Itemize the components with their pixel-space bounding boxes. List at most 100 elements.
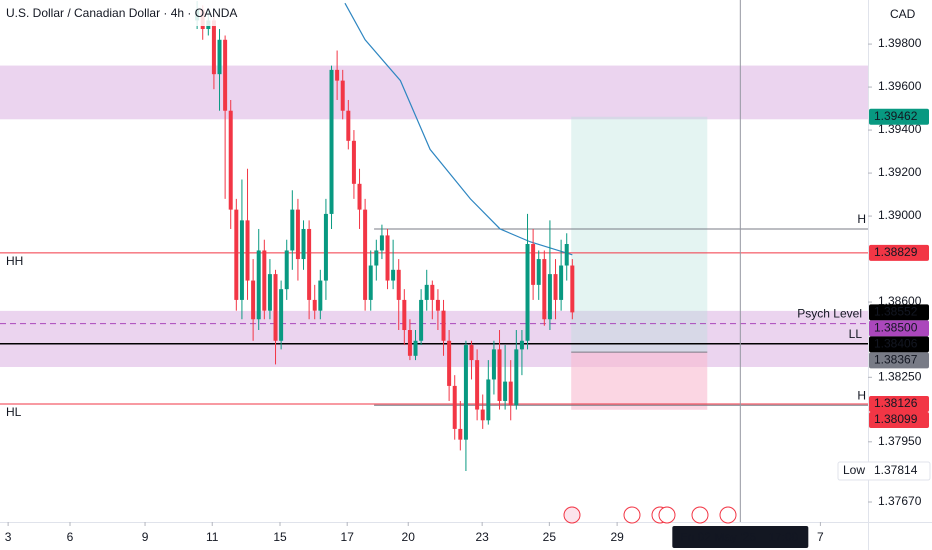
y-tick-label: 1.37670 (878, 494, 922, 508)
candle-body (279, 289, 284, 341)
candle-body (447, 340, 452, 386)
x-tick-label: 6 (67, 530, 74, 544)
candle-body (368, 265, 373, 300)
zone (0, 65, 868, 120)
event-icon[interactable] (563, 506, 581, 524)
candle-body (491, 349, 496, 380)
candle-body (284, 250, 289, 290)
candle-body (228, 110, 233, 210)
candle-body (251, 280, 256, 320)
candle-body (239, 220, 244, 300)
event-icon[interactable] (658, 506, 676, 524)
price-tag-label: 1.38406 (874, 337, 918, 351)
candle-body (223, 39, 228, 111)
candle-body (564, 244, 569, 266)
title-backdrop (0, 0, 300, 26)
price-tag (869, 336, 929, 353)
price-tag-label: 1.38126 (874, 396, 918, 410)
x-tick-label: 29 (610, 530, 624, 544)
event-icon[interactable] (623, 506, 641, 524)
price-tag (869, 411, 929, 428)
level-label: HL (6, 405, 22, 419)
candle-body (531, 244, 536, 285)
price-tag (869, 320, 929, 337)
moving-average (344, 2, 573, 256)
price-tag-label: 1.38500 (874, 321, 918, 335)
zone (0, 310, 868, 367)
x-tick-label: 11 (206, 530, 219, 544)
candle-body (318, 280, 323, 311)
low-label: Low (843, 463, 865, 477)
price-tag-label: 1.39462 (874, 109, 918, 123)
price-tag (869, 304, 929, 321)
candle-body (211, 20, 216, 75)
candle-body (430, 284, 435, 300)
candle-body (542, 259, 547, 320)
candle-body (234, 209, 239, 300)
candle-body (441, 310, 446, 341)
candle-body (514, 349, 519, 406)
candle-body (217, 39, 222, 75)
x-tick-label: 3 (5, 530, 12, 544)
candle-body (267, 274, 272, 311)
candle-body (329, 69, 334, 214)
price-tag (869, 108, 929, 125)
crosshair-label-box (672, 526, 809, 548)
currency-label: CAD (890, 7, 916, 21)
candle-body (413, 340, 418, 356)
swing-label: H (857, 388, 866, 402)
x-tick-label: 23 (475, 530, 489, 544)
price-tag (869, 395, 929, 412)
candle-body (419, 299, 424, 341)
x-tick-label: 9 (142, 530, 149, 544)
candle-body (559, 265, 564, 300)
swing-label: H (857, 212, 866, 226)
x-tick-label: 25 (543, 530, 557, 544)
candle-body (374, 250, 379, 266)
price-tag (869, 352, 929, 369)
chart-title: U.S. Dollar / Canadian Dollar · 4h · OAN… (6, 6, 237, 20)
candle-body (553, 274, 558, 300)
candle-body (391, 269, 396, 281)
price-tag-label: 1.38099 (874, 412, 918, 426)
candle-body (480, 409, 485, 421)
candle-body (458, 428, 463, 440)
candle-body (396, 269, 401, 300)
profit-zone (571, 116, 708, 353)
candle-body (245, 220, 250, 281)
price-tag (869, 244, 929, 261)
low-value: 1.37814 (874, 463, 918, 477)
candle-body (363, 209, 368, 300)
candle-body (536, 259, 541, 285)
loss-zone (571, 352, 708, 410)
candle-body (307, 228, 312, 300)
candle-body (570, 265, 575, 313)
candle-body (503, 381, 508, 401)
candle-body (335, 69, 340, 81)
x-tick-label: 17 (341, 530, 355, 544)
candle-body (508, 381, 513, 406)
low-box (837, 461, 931, 481)
candle-body (497, 349, 502, 401)
candle-body (385, 235, 390, 281)
event-icon[interactable] (691, 506, 709, 524)
event-icons (563, 506, 737, 524)
event-icon[interactable] (719, 506, 737, 524)
candle-body (407, 330, 412, 356)
candle-body (340, 80, 345, 111)
candle-body (273, 274, 278, 341)
price-tag-label: 1.38829 (874, 245, 918, 259)
y-tick-label: 1.39800 (878, 36, 922, 50)
y-tick-label: 1.39400 (878, 122, 922, 136)
crosshair-date: Fri 02 May '25 (680, 530, 756, 544)
candle-body (547, 274, 552, 320)
candle-body (312, 299, 317, 311)
x-tick-label: 15 (273, 530, 287, 544)
y-tick-label: 1.39000 (878, 208, 922, 222)
candle-body (262, 250, 267, 311)
candle-body (357, 183, 362, 210)
crosshair-time: 17:00 (768, 530, 798, 544)
candle-body (290, 209, 295, 251)
x-tick-label: 7 (817, 530, 824, 544)
